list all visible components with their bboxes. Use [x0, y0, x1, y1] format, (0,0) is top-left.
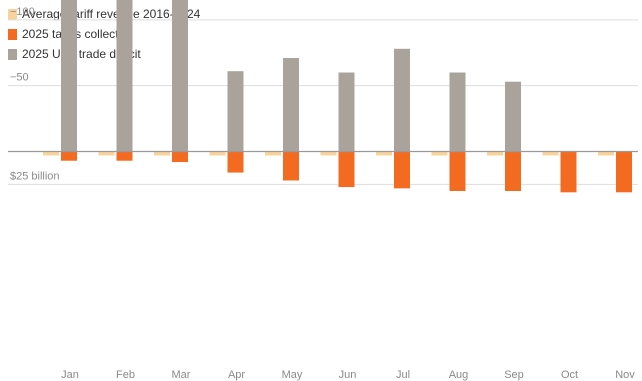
- bar-deficit-2025: [505, 81, 521, 152]
- x-tick-label: Sep: [504, 369, 524, 381]
- bar-avg-revenue: [154, 151, 170, 156]
- bar-avg-revenue: [598, 151, 614, 156]
- bar-avg-revenue: [43, 151, 59, 156]
- bar-tariffs-2025: [616, 151, 632, 193]
- bar-tariffs-2025: [116, 151, 133, 161]
- bar-deficit-2025: [227, 71, 244, 152]
- bar-deficit-2025: [283, 58, 299, 152]
- bar-avg-revenue: [487, 151, 503, 156]
- bar-avg-revenue: [98, 151, 115, 156]
- bar-tariffs-2025: [394, 151, 410, 189]
- bar-tariffs-2025: [61, 151, 77, 161]
- bar-tariffs-2025: [449, 151, 466, 191]
- bar-tariffs-2025: [283, 151, 299, 181]
- bar-deficit-2025: [394, 48, 410, 152]
- x-tick-label: Oct: [561, 369, 578, 381]
- legend-swatch-avg-revenue: [8, 8, 17, 20]
- x-tick-label: Nov: [615, 369, 635, 381]
- legend-label-deficit-2025: 2025 U.S. trade deficit: [22, 47, 141, 61]
- bar-tariffs-2025: [560, 151, 577, 193]
- x-tick-label: Mar: [172, 369, 191, 381]
- bar-deficit-2025: [449, 72, 466, 152]
- bar-deficit-2025: [338, 72, 355, 152]
- legend-swatch-tariffs-2025: [8, 28, 17, 40]
- y-tick-label: −100: [10, 6, 35, 18]
- bar-avg-revenue: [209, 151, 226, 156]
- bar-deficit-2025: [116, 0, 133, 152]
- y-tick-label: −50: [10, 72, 29, 84]
- bar-deficit-2025: [172, 0, 188, 152]
- legend-swatch-deficit-2025: [8, 48, 17, 60]
- bar-tariffs-2025: [172, 151, 188, 163]
- y-tick-label: $25 billion: [10, 170, 60, 182]
- bar-tariffs-2025: [338, 151, 355, 188]
- bar-deficit-2025: [61, 0, 77, 152]
- x-tick-label: Jul: [396, 369, 410, 381]
- x-tick-label: Apr: [228, 369, 245, 381]
- bar-avg-revenue: [376, 151, 392, 156]
- bar-avg-revenue: [431, 151, 448, 156]
- x-tick-label: Jun: [339, 369, 357, 381]
- x-tick-label: May: [282, 369, 303, 381]
- x-tick-label: Aug: [449, 369, 469, 381]
- bar-avg-revenue: [542, 151, 559, 156]
- x-tick-label: Jan: [61, 369, 79, 381]
- bar-avg-revenue: [265, 151, 281, 156]
- bar-tariffs-2025: [227, 151, 244, 173]
- bar-avg-revenue: [320, 151, 337, 156]
- bar-tariffs-2025: [505, 151, 521, 191]
- x-tick-label: Feb: [116, 369, 135, 381]
- legend-item-deficit-2025: 2025 U.S. trade deficit: [8, 44, 200, 64]
